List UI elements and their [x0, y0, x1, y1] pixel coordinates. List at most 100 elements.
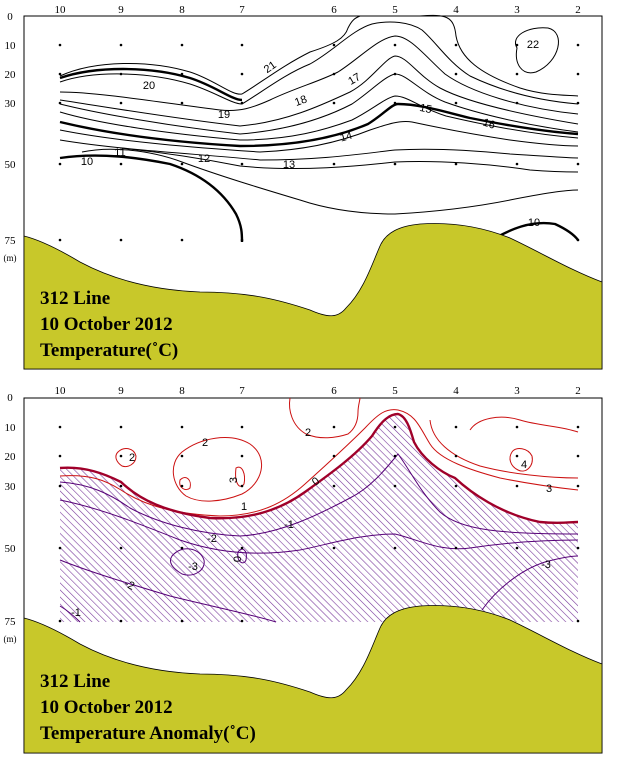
- y-tick-label: 20: [5, 69, 17, 81]
- contour-22: [515, 27, 559, 74]
- x-tick-label: 8: [179, 4, 185, 16]
- y-tick-label: 50: [5, 543, 17, 555]
- x-tick-label: 4: [453, 385, 459, 397]
- x-tick-label: 2: [575, 385, 581, 397]
- contour-label: -1: [71, 607, 81, 619]
- y-tick-label: 75: [5, 616, 17, 628]
- negative-anomaly-region: [60, 414, 578, 622]
- x-tick-label: 6: [331, 4, 337, 16]
- contour-18: [59, 55, 579, 127]
- contour-label: 0: [232, 556, 244, 562]
- anomaly-zero-contour: [59, 412, 579, 525]
- x-ticks: 10 9 8 7 6 5 4 3 2: [55, 4, 581, 16]
- contour-19: [59, 35, 579, 115]
- x-tick-label: 10: [55, 4, 67, 16]
- y-tick-label: 50: [5, 159, 17, 171]
- contour-label: 2: [305, 427, 311, 439]
- anomaly-contour-2-top: [289, 397, 361, 439]
- contour-label: 22: [527, 39, 539, 51]
- title-line: 10 October 2012: [40, 697, 173, 718]
- contour-17: [59, 73, 579, 135]
- x-tick-label: 5: [392, 385, 398, 397]
- anomaly-panel: 10 9 8 7 6 5 4 3 2 0 10 20 30 50 75 (m): [4, 385, 603, 754]
- temperature-contours: [59, 14, 579, 215]
- seafloor-land: [23, 605, 603, 754]
- contour-label: 15: [418, 102, 432, 116]
- anomaly-contour-minus3-right: [481, 555, 579, 611]
- x-ticks: 10 9 8 7 6 5 4 3 2: [55, 385, 581, 397]
- anomaly-contour-minus3-left: [169, 548, 205, 576]
- contour-20-bold: [59, 67, 243, 102]
- anomaly-contour-4: [509, 448, 533, 472]
- contour-label: 21: [262, 59, 279, 76]
- y-ticks: 0 10 20 30 50 75 (m): [4, 392, 17, 644]
- sample-points: [58, 43, 580, 242]
- contour-label: 19: [218, 109, 230, 121]
- contour-label: 2: [129, 452, 135, 464]
- x-tick-label: 3: [514, 385, 520, 397]
- y-tick-label: 30: [5, 98, 17, 110]
- y-ticks: 0 10 20 30 50 75 (m): [4, 11, 17, 263]
- contour-10-right: [494, 221, 579, 241]
- x-tick-label: 9: [118, 385, 124, 397]
- contour-label: -3: [188, 561, 198, 573]
- x-tick-label: 10: [55, 385, 67, 397]
- contour-label: -2: [122, 578, 136, 593]
- contour-label: 16: [481, 117, 496, 132]
- anomaly-contour-minus1: [59, 453, 579, 537]
- panel-title: 312 Line 10 October 2012 Temperature Ano…: [40, 671, 256, 744]
- contour-label: -3: [541, 559, 551, 571]
- anomaly-contour-3: [179, 477, 191, 491]
- title-line: 312 Line: [40, 671, 110, 692]
- anomaly-contour-2-small: [115, 448, 137, 467]
- anomaly-contour-1: [59, 409, 579, 517]
- contour-label: 3: [228, 477, 240, 483]
- contour-label: 3: [546, 483, 552, 495]
- y-tick-label: 10: [5, 422, 17, 434]
- y-tick-label: 0: [7, 392, 13, 404]
- contour-label: 1: [241, 501, 247, 513]
- anomaly-contour-minus2-deep: [59, 559, 277, 623]
- title-line: 10 October 2012: [40, 314, 173, 335]
- title-line: 312 Line: [40, 288, 110, 309]
- contour-label: 17: [346, 71, 363, 88]
- anomaly-positive-contours: [59, 397, 579, 517]
- x-tick-label: 4: [453, 4, 459, 16]
- seafloor-land: [23, 223, 603, 370]
- y-tick-label: 0: [7, 11, 13, 23]
- x-tick-label: 9: [118, 4, 124, 16]
- anomaly-contour-3-right: [469, 416, 579, 433]
- anomaly-negative-contours: [59, 453, 579, 623]
- anomaly-contour-minus3-small: [237, 548, 247, 564]
- contour-12: [119, 147, 579, 173]
- temperature-panel: 10 9 8 7 6 5 4 3 2 0 10 20 30 50 75 (m): [4, 4, 603, 370]
- y-unit-label: (m): [4, 253, 17, 263]
- anomaly-contour-0: [59, 412, 579, 525]
- y-tick-label: 10: [5, 40, 17, 52]
- anomaly-contour-minus1-deep: [59, 605, 81, 623]
- contour-label: 12: [198, 153, 210, 165]
- y-tick-label: 30: [5, 481, 17, 493]
- x-tick-label: 8: [179, 385, 185, 397]
- sample-points: [58, 425, 580, 623]
- contour-label: 10: [528, 217, 540, 229]
- title-line: Temperature Anomaly(˚C): [40, 723, 256, 744]
- contour-label: 4: [521, 459, 527, 471]
- contour-label: 13: [283, 159, 295, 171]
- contour-label: 14: [339, 130, 354, 145]
- x-tick-label: 6: [331, 385, 337, 397]
- contour-11: [81, 148, 579, 215]
- contour-10-left: [59, 154, 244, 243]
- contour-label: 2: [202, 437, 208, 449]
- panel-title: 312 Line 10 October 2012 Temperature(˚C): [40, 288, 178, 361]
- anomaly-contour-1-b: [429, 419, 579, 479]
- contour-16: [59, 95, 579, 141]
- y-tick-label: 20: [5, 451, 17, 463]
- contour-20: [59, 21, 579, 105]
- contour-label: 10: [81, 156, 93, 168]
- title-line: Temperature(˚C): [40, 340, 178, 361]
- contour-label: -1: [284, 519, 294, 531]
- x-tick-label: 5: [392, 4, 398, 16]
- x-tick-label: 7: [239, 4, 245, 16]
